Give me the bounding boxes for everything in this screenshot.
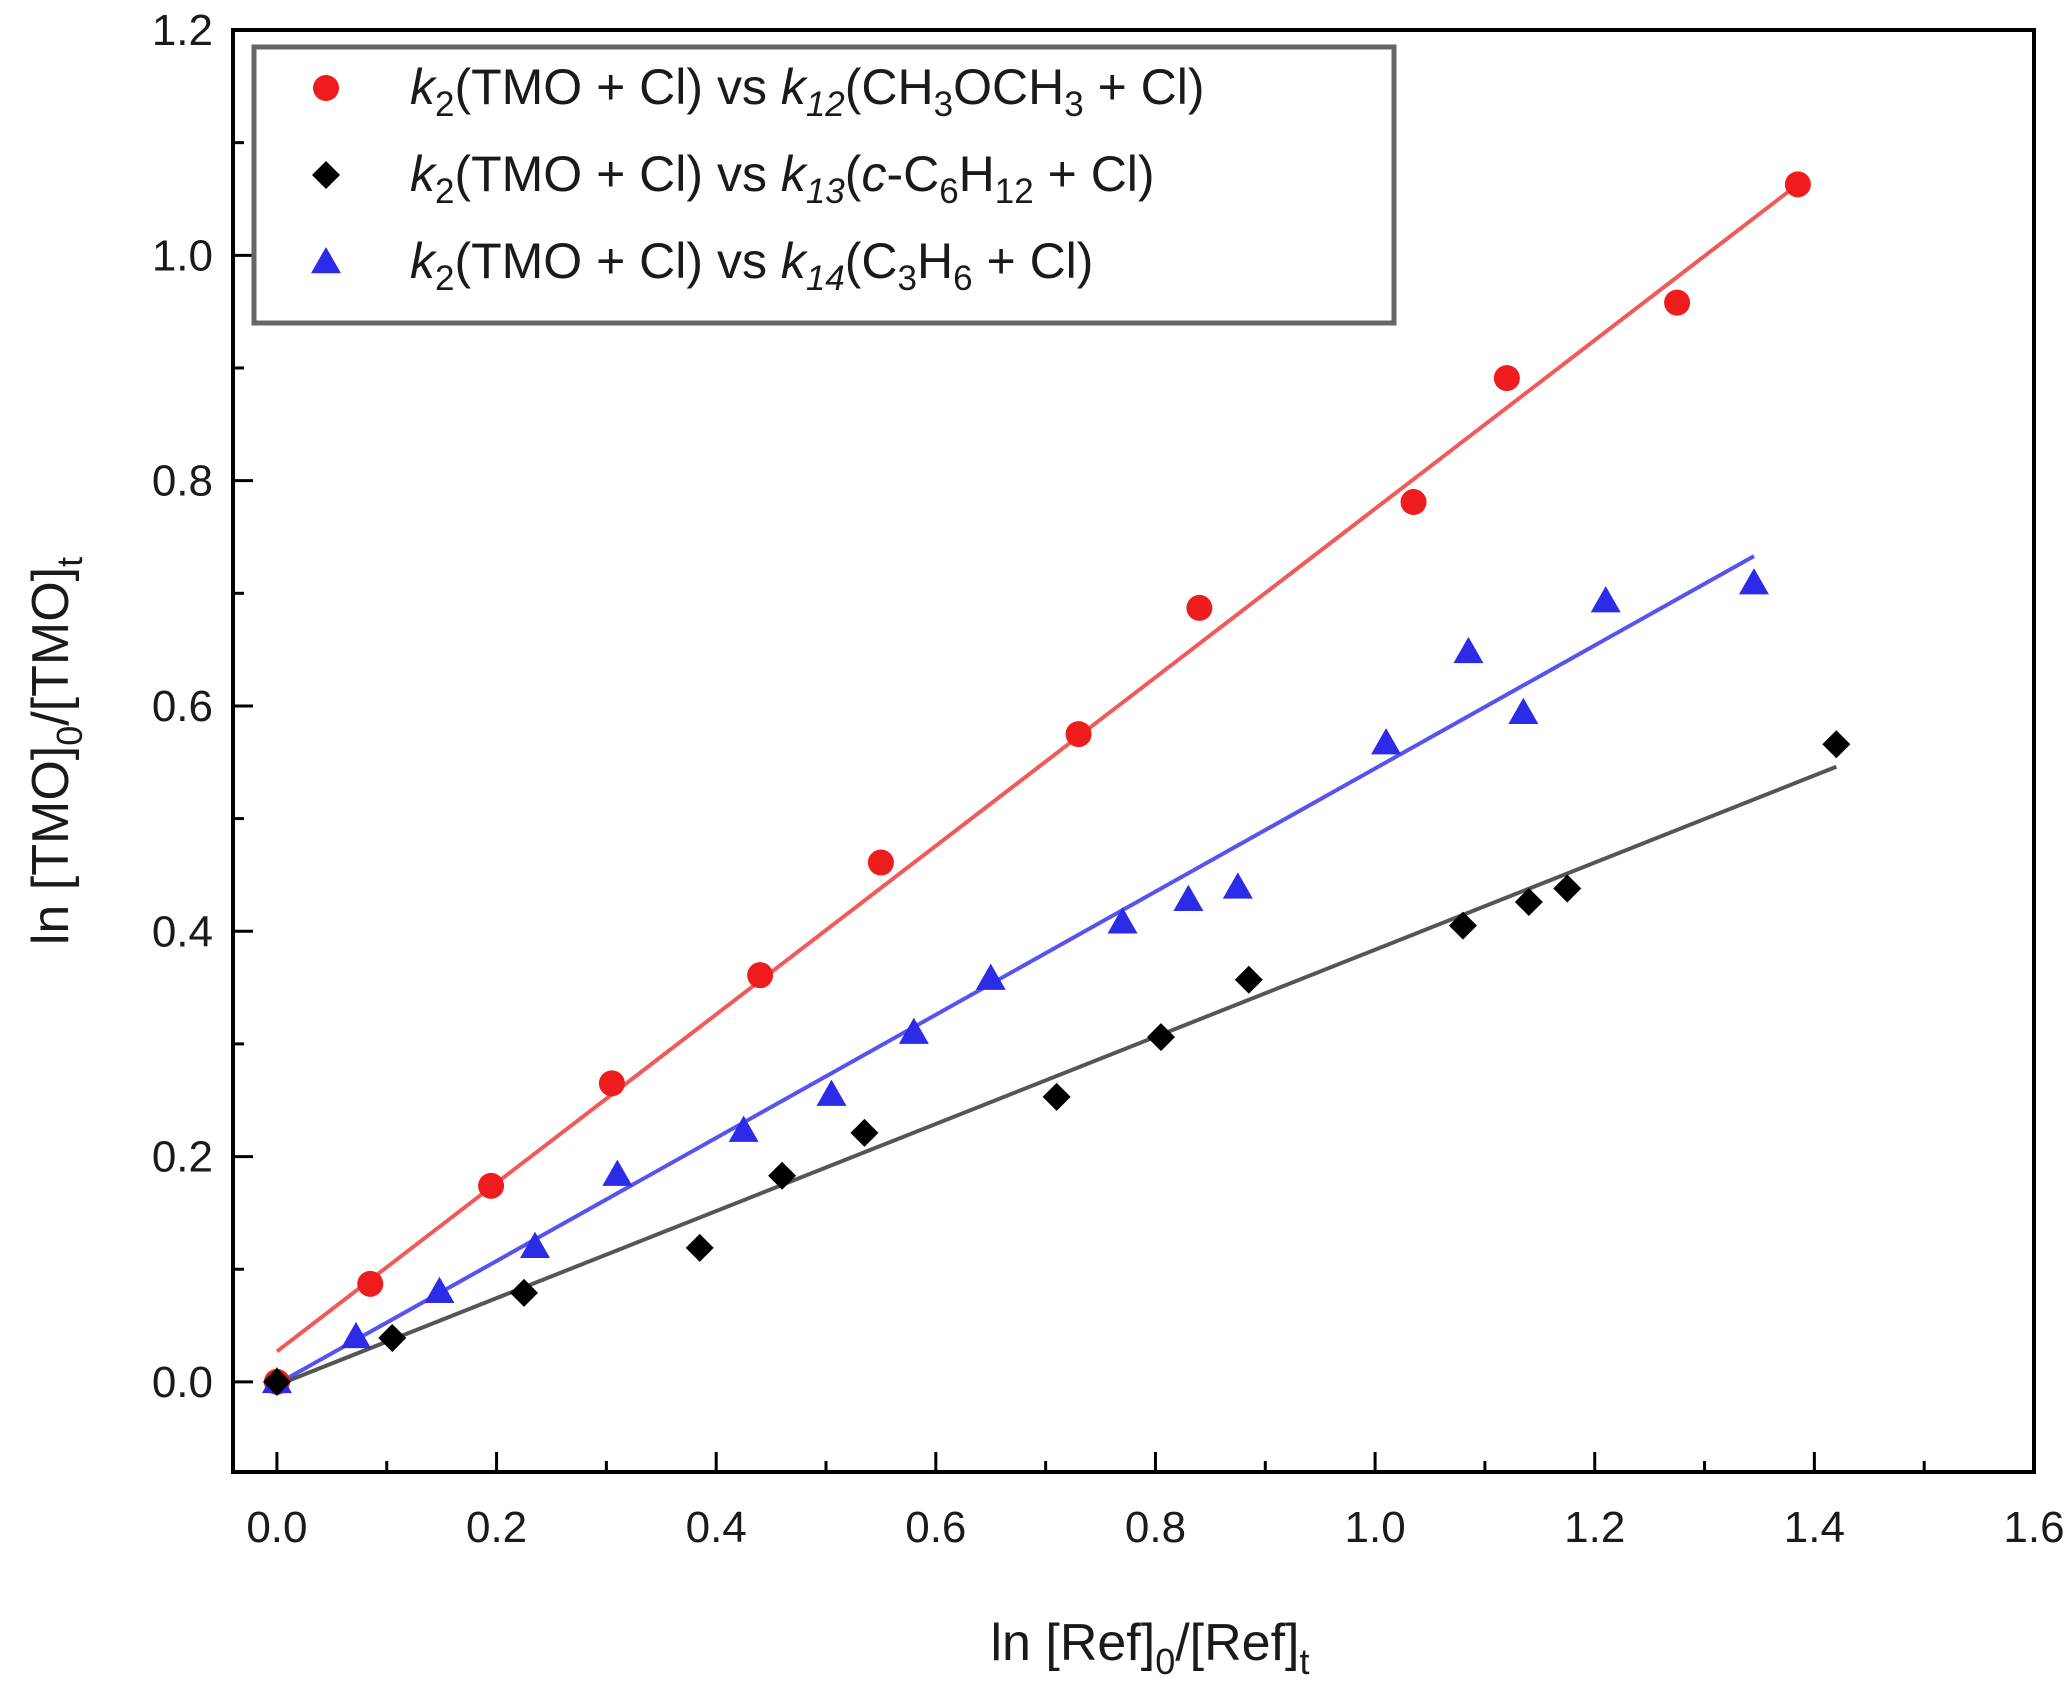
data-point-diamond — [685, 1233, 714, 1262]
data-point-diamond — [1448, 911, 1477, 940]
axis-ticks: 0.0 0.2 0.4 0.6 0.8 1.0 1.2 1.4 1.6 0.0 0.2 0.4 0.6 0… — [152, 6, 2065, 1552]
x-tick-label: 1.0 — [1345, 1503, 1406, 1552]
data-point-triangle — [602, 1159, 633, 1186]
data-point-diamond — [1822, 730, 1851, 759]
y-tick-label: 1.0 — [152, 231, 213, 280]
data-point-triangle — [1371, 728, 1402, 755]
x-tick-label: 1.4 — [1784, 1503, 1845, 1552]
legend-box — [251, 44, 1397, 326]
y-tick-label: 1.2 — [152, 6, 213, 55]
data-point-diamond — [1042, 1082, 1071, 1111]
data-point-diamond — [510, 1278, 539, 1307]
x-tick-label: 0.2 — [466, 1503, 527, 1552]
y-tick-label: 0.0 — [152, 1358, 213, 1407]
data-point-triangle — [1107, 907, 1138, 934]
fit-lines — [275, 182, 1838, 1388]
data-point-circle — [478, 1172, 505, 1199]
data-point-triangle — [519, 1231, 550, 1258]
x-tick-label: 1.2 — [1564, 1503, 1625, 1552]
data-point-circle — [747, 962, 774, 989]
legend-label: k2(TMO + Cl) vs k14(C3H6 + Cl) — [410, 233, 1093, 298]
data-point-circle — [598, 1070, 625, 1097]
data-point-circle — [1493, 365, 1520, 392]
data-point-triangle — [1222, 872, 1253, 899]
legend-marker-triangle — [311, 247, 341, 274]
data-points — [261, 171, 1851, 1396]
data-point-triangle — [1738, 568, 1769, 595]
data-point-circle — [1784, 171, 1811, 198]
fit-line-triangle — [275, 554, 1755, 1386]
data-point-triangle — [1590, 586, 1621, 613]
data-point-triangle — [424, 1276, 455, 1303]
data-point-circle — [1065, 721, 1092, 748]
data-point-triangle — [816, 1079, 847, 1106]
legend-label: k2(TMO + Cl) vs k12(CH3OCH3 + Cl) — [410, 59, 1205, 124]
data-point-diamond — [1146, 1023, 1175, 1052]
y-tick-label: 0.6 — [152, 682, 213, 731]
x-axis-title: ln [Ref]0/[Ref]t — [990, 1614, 1309, 1682]
fit-line-diamond — [276, 764, 1838, 1388]
y-axis-title: ln [TMO]0/[TMO]t — [22, 557, 90, 945]
data-point-diamond — [768, 1161, 797, 1190]
data-point-diamond — [1514, 887, 1543, 916]
y-tick-label: 0.2 — [152, 1133, 213, 1182]
data-point-triangle — [340, 1321, 371, 1349]
x-tick-label: 0.4 — [686, 1503, 747, 1552]
data-point-triangle — [1453, 636, 1484, 664]
data-point-triangle — [1173, 884, 1204, 911]
fit-line-circle — [275, 182, 1800, 1354]
legend: k2(TMO + Cl) vs k12(CH3OCH3 + Cl) k2(TMO … — [251, 44, 1397, 326]
data-point-diamond — [262, 1367, 291, 1396]
x-tick-label: 0.8 — [1125, 1503, 1186, 1552]
x-tick-label: 0.6 — [905, 1503, 966, 1552]
data-point-diamond — [1234, 965, 1263, 994]
data-point-triangle — [728, 1115, 759, 1142]
data-point-triangle — [975, 963, 1006, 990]
data-point-diamond — [378, 1323, 407, 1352]
data-point-circle — [1664, 289, 1691, 316]
legend-marker-diamond — [312, 161, 340, 189]
legend-label: k2(TMO + Cl) vs k13(c-C6H12 + Cl) — [410, 146, 1155, 211]
x-tick-label: 0.0 — [246, 1503, 307, 1552]
plot-frame — [231, 28, 2036, 1474]
data-point-circle — [867, 849, 894, 876]
y-tick-label: 0.4 — [152, 907, 213, 956]
y-tick-label: 0.8 — [152, 457, 213, 506]
data-point-circle — [1400, 489, 1427, 516]
legend-marker-circle — [313, 75, 339, 101]
data-point-diamond — [1553, 874, 1582, 903]
data-point-circle — [1186, 594, 1213, 621]
data-point-triangle — [1508, 697, 1539, 724]
data-point-circle — [357, 1270, 384, 1297]
data-point-diamond — [850, 1118, 879, 1147]
data-point-triangle — [898, 1017, 929, 1044]
x-tick-label: 1.6 — [2003, 1503, 2064, 1552]
